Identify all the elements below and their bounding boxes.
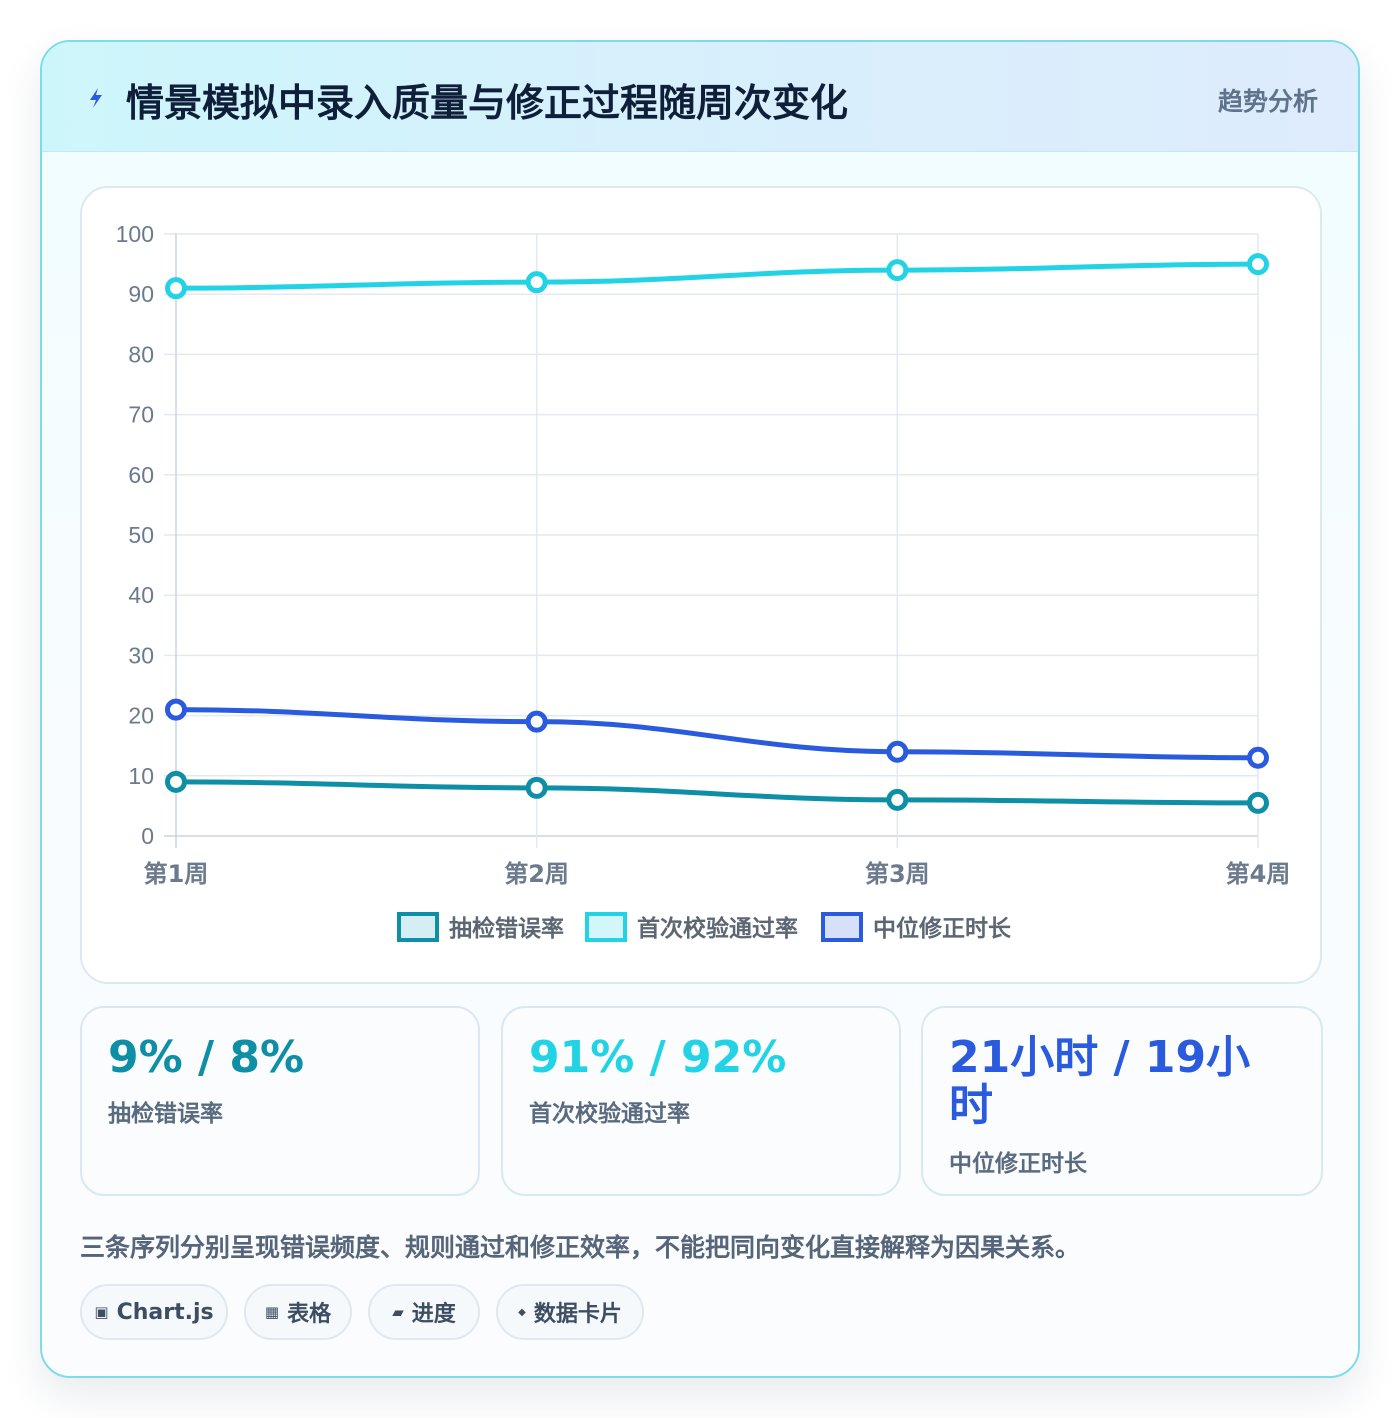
stat-label: 抽检错误率 xyxy=(108,1101,223,1127)
data-point xyxy=(525,776,548,799)
data-point xyxy=(886,788,909,811)
progress-icon: ▰ xyxy=(392,1303,404,1321)
card-header: 情景模拟中录入质量与修正过程随周次变化 趋势分析 xyxy=(42,42,1358,152)
data-point xyxy=(165,277,187,300)
chip-label: 进度 xyxy=(411,1302,456,1327)
legend-label: 中位修正时长 xyxy=(873,915,1012,942)
x-tick-label: 第4周 xyxy=(1226,860,1291,888)
diamond-icon: ◆ xyxy=(518,1306,526,1318)
y-tick-label: 30 xyxy=(128,642,154,668)
series-line xyxy=(173,261,1261,291)
legend-swatch xyxy=(821,912,863,942)
series-line xyxy=(173,779,1261,806)
legend-label: 抽检错误率 xyxy=(449,915,564,942)
data-point xyxy=(1247,746,1269,769)
stat-value: 21小时 / 19小时 xyxy=(949,1032,1251,1131)
data-point xyxy=(165,698,187,721)
header-tag: 趋势分析 xyxy=(1217,87,1318,116)
chip-chartjs[interactable]: ▣ Chart.js xyxy=(80,1284,228,1340)
chip-data-card[interactable]: ◆ 数据卡片 xyxy=(496,1284,644,1340)
stat-card-fix-time: 21小时 / 19小时 中位修正时长 xyxy=(921,1006,1323,1196)
stat-card-pass-rate: 91% / 92% 首次校验通过率 xyxy=(501,1006,901,1196)
legend-swatch xyxy=(585,912,627,942)
stat-label: 中位修正时长 xyxy=(949,1151,1087,1177)
series-line xyxy=(173,707,1261,761)
data-point xyxy=(165,770,187,793)
stat-value: 9% / 8% xyxy=(108,1032,305,1083)
y-tick-label: 50 xyxy=(128,522,154,548)
stat-value: 91% / 92% xyxy=(529,1032,787,1083)
data-point xyxy=(886,740,909,763)
y-tick-label: 100 xyxy=(116,221,154,247)
x-tick-label: 第1周 xyxy=(144,860,209,888)
page-title: 情景模拟中录入质量与修正过程随周次变化 xyxy=(126,81,849,125)
y-tick-label: 80 xyxy=(128,341,154,367)
data-point xyxy=(525,271,548,294)
chart-icon: ▣ xyxy=(94,1303,109,1321)
y-tick-label: 20 xyxy=(128,703,154,729)
chip-label: Chart.js xyxy=(116,1299,214,1325)
x-tick-label: 第2周 xyxy=(504,860,569,888)
y-tick-label: 90 xyxy=(128,281,154,307)
y-tick-label: 40 xyxy=(128,582,154,608)
legend-swatch xyxy=(397,912,439,942)
data-point xyxy=(1247,791,1269,814)
y-tick-label: 10 xyxy=(128,763,154,789)
y-tick-label: 0 xyxy=(141,823,154,849)
data-point xyxy=(1247,253,1269,276)
chip-label: 表格 xyxy=(287,1302,332,1327)
y-tick-label: 60 xyxy=(128,462,154,488)
data-point xyxy=(525,710,548,733)
y-tick-label: 70 xyxy=(128,402,154,428)
legend-label: 首次校验通过率 xyxy=(637,915,798,942)
footnote: 三条序列分别呈现错误频度、规则通过和修正效率，不能把同向变化直接解释为因果关系。 xyxy=(80,1233,1081,1262)
stat-label: 首次校验通过率 xyxy=(529,1101,690,1127)
chart-panel: 0 10 20 30 40 50 60 70 80 90 100 第1周 第2周 第3周 第4周抽检错误率 首… xyxy=(80,186,1322,984)
data-point xyxy=(886,259,909,282)
chip-label: 数据卡片 xyxy=(533,1302,622,1327)
table-icon: ▦ xyxy=(264,1303,280,1321)
stat-card-error-rate: 9% / 8% 抽检错误率 xyxy=(80,1006,480,1196)
chip-table[interactable]: ▦ 表格 xyxy=(244,1284,352,1340)
x-tick-label: 第3周 xyxy=(865,860,930,888)
chip-progress[interactable]: ▰ 进度 xyxy=(368,1284,480,1340)
lightning-icon xyxy=(90,88,102,108)
main-card: 情景模拟中录入质量与修正过程随周次变化 趋势分析 0 10 20 30 40 50 60 70… xyxy=(40,40,1360,1378)
